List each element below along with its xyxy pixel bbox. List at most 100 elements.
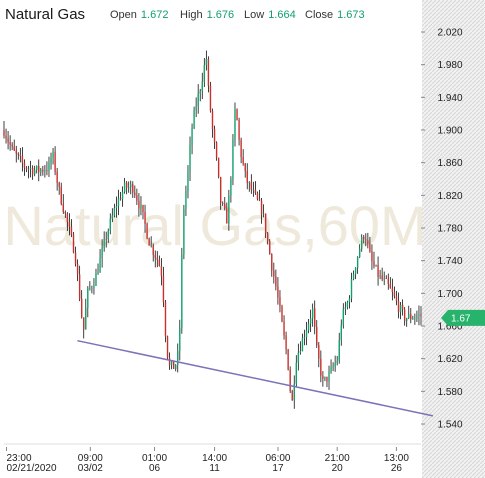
candle-up [99, 257, 101, 273]
chart-watermark: Natural Gas,60M [3, 194, 426, 257]
candle-up [187, 171, 189, 192]
candle-up [262, 213, 265, 215]
candle-down [381, 275, 383, 280]
candle-up [311, 308, 314, 319]
candle-down [389, 283, 392, 289]
candle-up [305, 330, 308, 338]
candle-down [64, 211, 67, 214]
candle-down [395, 296, 398, 301]
candle-down [287, 349, 289, 370]
candle-down [207, 59, 210, 86]
candle-up [228, 195, 230, 224]
candle-down [240, 139, 242, 158]
candle-up [197, 93, 199, 107]
candle-down [269, 241, 271, 255]
candle-up [301, 337, 304, 352]
candle-down [9, 141, 11, 145]
ohlc-open: Open 1.672 [110, 9, 168, 21]
candle-down [260, 200, 263, 215]
price-tick-label: 1.660 [437, 322, 462, 333]
candle-up [324, 376, 326, 379]
candle-up [29, 167, 32, 169]
candle-up [107, 230, 109, 239]
trendline[interactable] [77, 339, 434, 417]
candle-up [101, 247, 103, 258]
candle-down [11, 144, 13, 147]
low-value: 1.664 [268, 9, 296, 21]
candle-up [175, 364, 177, 369]
low-label: Low [244, 9, 265, 21]
candle-down [256, 193, 259, 200]
candle-up [195, 106, 197, 111]
date-tick-label: 20 [332, 463, 344, 474]
candle-up [201, 81, 203, 92]
candle-down [15, 150, 17, 154]
price-tick-label: 1.940 [437, 93, 462, 104]
candle-down [401, 305, 404, 310]
candle-up [115, 206, 118, 208]
candle-down [31, 167, 34, 175]
price-axis[interactable]: 2.020 1.980 1.940 1.900 1.860 1.820 1.780 1.740… [421, 28, 463, 431]
price-tick-label: 1.580 [437, 387, 462, 398]
date-tick-label: 26 [391, 463, 403, 474]
candle-up [117, 198, 120, 207]
candle-down [326, 376, 328, 382]
candle-down [215, 142, 218, 158]
candle-up [140, 204, 142, 209]
candle-up [297, 352, 300, 363]
price-tick-label: 1.700 [437, 289, 462, 300]
candle-down [238, 119, 240, 140]
candle-down [410, 313, 412, 320]
last-price-value: 1.67 [451, 313, 471, 324]
candle-down [76, 264, 79, 275]
candle-down [58, 182, 60, 187]
price-tick-label: 1.900 [437, 126, 462, 137]
open-value: 1.672 [140, 9, 169, 21]
candle-down [322, 375, 324, 379]
candle-up [416, 315, 418, 318]
candle-up [295, 362, 298, 384]
candle-down [217, 157, 220, 178]
candle-down [83, 317, 85, 330]
last-price-tag-background [441, 309, 485, 326]
candle-down [38, 165, 40, 173]
candle-up [199, 91, 201, 94]
candle-down [172, 361, 175, 369]
candle-up [130, 184, 132, 187]
candle-up [33, 169, 36, 175]
candle-down [146, 223, 148, 239]
candle-down [377, 264, 379, 277]
candle-down [283, 321, 285, 336]
candle-up [234, 109, 236, 140]
candle-down [367, 240, 369, 244]
candle-down [119, 198, 122, 200]
candle-up [205, 59, 208, 65]
candle-down [72, 234, 75, 253]
candle-down [387, 278, 389, 284]
candle-down [21, 156, 24, 163]
time-tick-label: 06:00 [265, 453, 290, 464]
candle-up [412, 318, 414, 320]
candle-up [89, 287, 91, 289]
candle-down [105, 238, 107, 240]
candle-down [420, 314, 422, 316]
candlestick-series [3, 50, 422, 409]
candle-down [222, 203, 224, 204]
candle-up [123, 182, 126, 192]
candle-down [226, 208, 228, 224]
candle-up [334, 363, 336, 367]
candle-up [293, 383, 295, 401]
candle-up [330, 367, 332, 372]
candle-down [397, 300, 400, 312]
candle-up [85, 307, 87, 330]
candle-up [52, 151, 54, 158]
candle-up [170, 361, 173, 366]
candle-down [132, 184, 134, 193]
candle-down [23, 162, 26, 168]
candle-down [144, 211, 146, 224]
candle-up [408, 313, 410, 319]
candle-down [164, 302, 167, 337]
